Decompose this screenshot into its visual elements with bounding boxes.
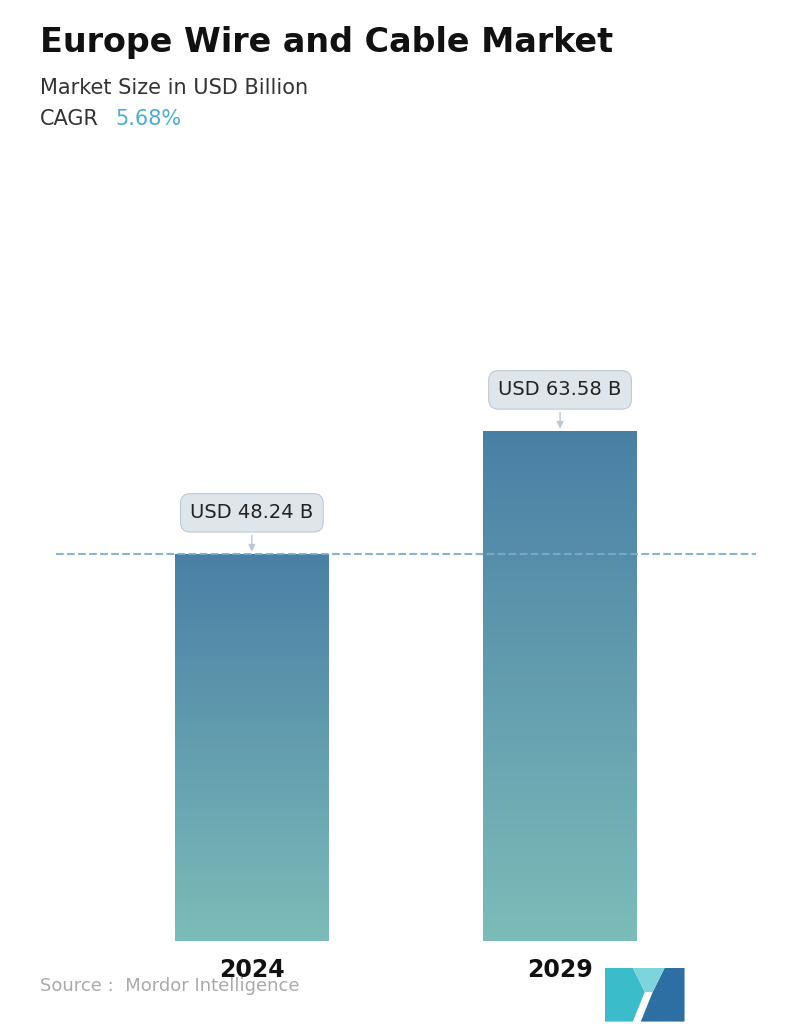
- Text: USD 63.58 B: USD 63.58 B: [498, 381, 622, 427]
- Text: 5.68%: 5.68%: [115, 109, 181, 128]
- Text: Europe Wire and Cable Market: Europe Wire and Cable Market: [40, 26, 613, 59]
- Text: USD 48.24 B: USD 48.24 B: [190, 504, 314, 550]
- Text: Market Size in USD Billion: Market Size in USD Billion: [40, 78, 308, 97]
- Polygon shape: [605, 968, 645, 1022]
- Polygon shape: [641, 968, 685, 1022]
- Text: CAGR: CAGR: [40, 109, 99, 128]
- Polygon shape: [633, 968, 665, 992]
- Text: Source :  Mordor Intelligence: Source : Mordor Intelligence: [40, 977, 299, 995]
